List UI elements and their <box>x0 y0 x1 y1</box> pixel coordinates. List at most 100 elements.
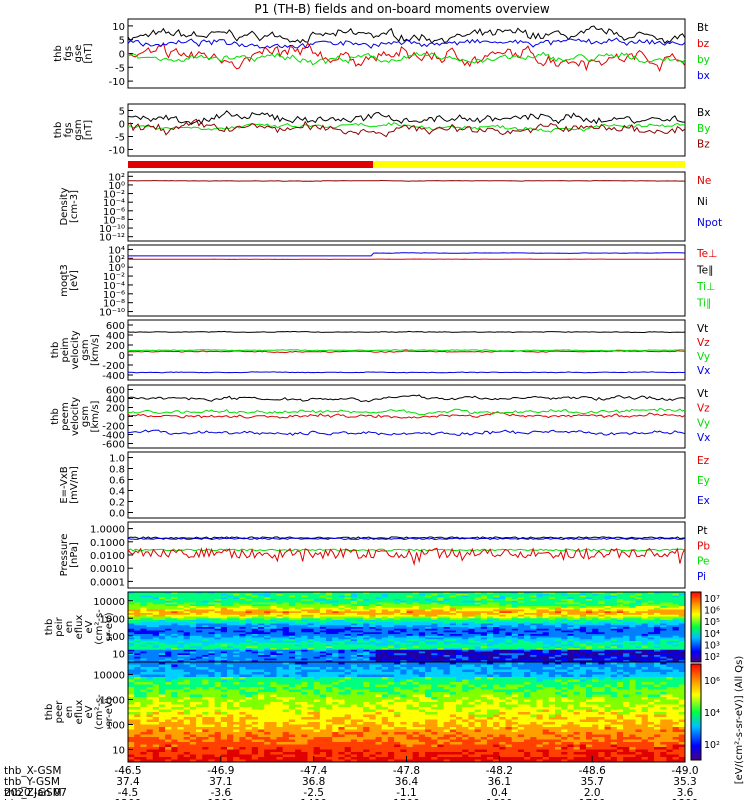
heatmap-cell <box>270 749 277 753</box>
heatmap-cell <box>220 722 228 725</box>
heatmap-cell <box>542 658 550 661</box>
y-axis-label-line: [nT] <box>83 43 94 63</box>
heatmap-cell <box>641 620 649 623</box>
heatmap-cell <box>239 635 246 638</box>
heatmap-cell <box>282 667 290 670</box>
heatmap-cell <box>400 639 407 642</box>
heatmap-cell <box>474 606 482 609</box>
heatmap-cell <box>474 618 482 621</box>
heatmap-cell <box>375 644 383 647</box>
heatmap-cell <box>282 697 290 700</box>
heatmap-cell <box>152 653 160 656</box>
heatmap-cell <box>666 607 674 610</box>
heatmap-cell <box>220 757 228 760</box>
series-line-Vy <box>127 408 686 416</box>
heatmap-cell <box>134 628 141 631</box>
heatmap-cell <box>251 606 259 609</box>
heatmap-cell <box>536 600 544 603</box>
heatmap-cell <box>666 656 674 659</box>
heatmap-cell <box>350 656 358 659</box>
heatmap-cell <box>177 672 185 675</box>
heatmap-cell <box>227 677 234 680</box>
heatmap-cell <box>140 682 147 685</box>
heatmap-cell <box>264 611 271 614</box>
heatmap-cell <box>517 623 525 626</box>
heatmap-cell <box>171 712 178 715</box>
heatmap-cell <box>604 630 612 633</box>
heatmap-cell <box>672 628 680 631</box>
heatmap-cell <box>171 669 178 673</box>
heatmap-cell <box>270 609 277 612</box>
heatmap-cell <box>270 635 277 638</box>
heatmap-cell <box>270 653 277 656</box>
heatmap-cell <box>369 630 376 633</box>
heatmap-cell <box>220 618 228 621</box>
heatmap-cell <box>295 599 302 602</box>
heatmap-cell <box>381 625 389 628</box>
heatmap-cell <box>623 614 630 617</box>
heatmap-cell <box>227 607 234 610</box>
heatmap-cell <box>672 597 680 600</box>
heatmap-cell <box>536 635 544 638</box>
heatmap-cell <box>598 597 605 600</box>
heatmap-cell <box>233 595 240 598</box>
heatmap-cell <box>517 595 525 598</box>
heatmap-cell <box>276 742 284 745</box>
heatmap-cell <box>158 592 166 595</box>
heatmap-cell <box>202 707 209 710</box>
heatmap-cell <box>375 630 383 633</box>
heatmap-cell <box>220 664 228 668</box>
heatmap-cell <box>387 621 395 624</box>
heatmap-cell <box>152 674 160 678</box>
heatmap-cell <box>177 656 185 659</box>
heatmap-cell <box>375 658 383 661</box>
heatmap-cell <box>251 634 259 637</box>
heatmap-cell <box>474 609 482 612</box>
heatmap-cell <box>400 635 407 638</box>
heatmap-cell <box>635 592 643 595</box>
heatmap-cell <box>511 628 519 631</box>
heatmap-cell <box>134 737 141 740</box>
heatmap-cell <box>363 634 370 637</box>
heatmap-cell <box>233 742 240 745</box>
heatmap-cell <box>493 616 500 619</box>
heatmap-cell <box>307 697 315 700</box>
heatmap-cell <box>418 634 426 637</box>
heatmap-cell <box>165 656 172 659</box>
panel-3: 10²10⁰10⁻²10⁻⁴10⁻⁶10⁻⁸10⁻¹⁰10⁻¹²Density[… <box>59 171 722 244</box>
heatmap-cell <box>239 604 246 607</box>
heatmap-cell <box>251 627 259 630</box>
heatmap-cell <box>177 658 185 661</box>
heatmap-cell <box>220 606 228 609</box>
heatmap-cell <box>183 687 191 690</box>
heatmap-cell <box>183 744 191 748</box>
heatmap-cell <box>567 600 574 603</box>
heatmap-cell <box>264 614 271 617</box>
heatmap-cell <box>134 644 141 647</box>
heatmap-cell <box>449 593 457 596</box>
heatmap-cell <box>165 752 172 755</box>
heatmap-cell <box>196 602 203 605</box>
heatmap-cell <box>394 604 401 607</box>
heatmap-cell <box>356 642 364 645</box>
heatmap-cell <box>530 623 537 626</box>
heatmap-cell <box>233 754 240 758</box>
heatmap-cell <box>344 620 352 623</box>
heatmap-cell <box>196 642 203 645</box>
heatmap-cell <box>418 656 426 659</box>
heatmap-cell <box>616 602 624 605</box>
heatmap-cell <box>567 595 574 598</box>
heatmap-cell <box>555 646 562 649</box>
heatmap-cell <box>548 625 556 628</box>
heatmap-cell <box>158 606 166 609</box>
heatmap-cell <box>282 660 290 663</box>
heatmap-cell <box>245 651 253 654</box>
heatmap-cell <box>257 669 265 673</box>
series-line-Bt <box>127 25 686 44</box>
heatmap-cell <box>233 632 240 635</box>
heatmap-cell <box>128 734 135 738</box>
heatmap-cell <box>579 644 587 647</box>
heatmap-cell <box>548 593 556 596</box>
heatmap-cell <box>214 697 222 700</box>
heatmap-cell <box>332 630 339 633</box>
